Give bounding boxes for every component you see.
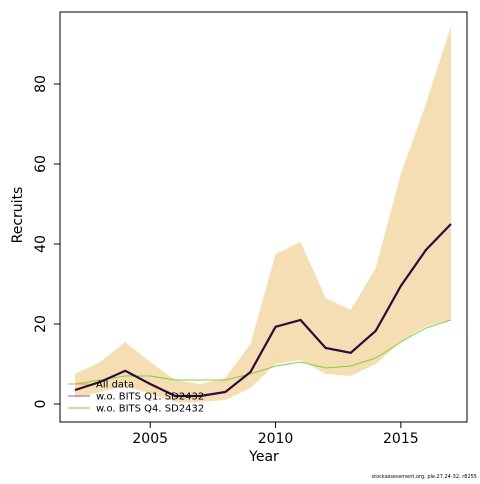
y-axis-label: Recruits <box>10 187 26 244</box>
legend-label: w.o. BITS Q1. SD2432 <box>96 392 204 403</box>
y-tick-label: 0 <box>33 400 49 409</box>
y-tick-label: 80 <box>33 75 49 93</box>
series-line <box>74 319 452 385</box>
series-line <box>74 223 452 398</box>
y-tick-label: 60 <box>33 155 49 173</box>
x-tick-label: 2005 <box>132 431 168 447</box>
x-axis-label: Year <box>248 449 279 465</box>
legend-label: All data <box>96 380 134 391</box>
x-tick-label: 2010 <box>258 431 294 447</box>
legend-label: w.o. BITS Q4. SD2432 <box>96 404 204 415</box>
confidence-band <box>75 26 451 402</box>
plot-frame <box>59 11 468 423</box>
y-tick-label: 20 <box>33 315 49 333</box>
y-tick-label: 40 <box>33 235 49 253</box>
footer: stockassessment.org, ple.27.24-32, r8255 <box>372 474 477 480</box>
x-tick-label: 2015 <box>383 431 419 447</box>
